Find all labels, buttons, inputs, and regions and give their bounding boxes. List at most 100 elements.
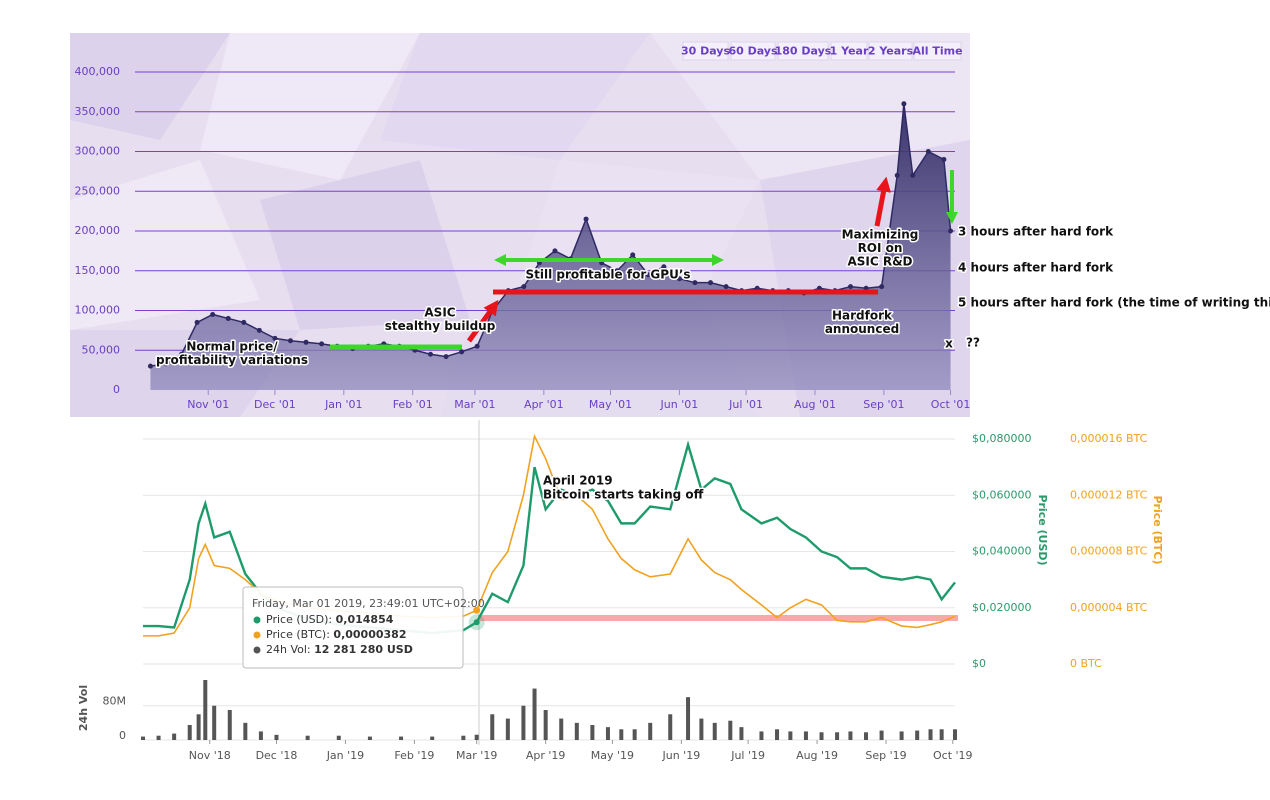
x-tick-label: Dec '01 [254, 398, 296, 411]
x-tick-label: Nov '18 [189, 749, 231, 762]
y-tick-label: 0 [119, 729, 126, 742]
y-tick-label: $0,020000 [972, 601, 1032, 614]
data-point [894, 172, 900, 178]
x-tick-label: Apr '19 [526, 749, 566, 762]
tooltip: Friday, Mar 01 2019, 23:49:01 UTC+02:00 P… [242, 586, 485, 669]
annotation: Maximizing [842, 228, 919, 242]
volume-bar [915, 730, 920, 740]
volume-bar [305, 735, 310, 740]
tooltip-dot [253, 646, 261, 654]
y2-tick-label: 0 BTC [1070, 657, 1102, 670]
annotation: Normal price/ [186, 340, 278, 354]
button-label[interactable]: All Time [912, 45, 962, 58]
data-point [521, 284, 527, 290]
button-bg [913, 41, 962, 61]
volume-bar [243, 722, 248, 740]
y2-tick-label: 0,000016 BTC [1070, 432, 1148, 445]
annotation: 4 hours after hard fork [958, 261, 1114, 275]
annotation: ASIC [424, 306, 455, 320]
volume-bar [899, 731, 904, 740]
annotation: 3 hours after hard fork [958, 225, 1114, 239]
volume-bar [574, 722, 579, 740]
y2-tick-label: 0,000008 BTC [1070, 545, 1148, 558]
volume-bar [699, 718, 704, 740]
volume-bar [728, 720, 733, 740]
y-tick-label: $0 [972, 657, 986, 670]
annotation: ASIC R&D [847, 255, 912, 269]
volume-bar [928, 729, 933, 740]
range-button[interactable]: 30 Days [681, 41, 731, 61]
y2-tick-label: 0,000004 BTC [1070, 601, 1148, 614]
volume-bar [532, 688, 537, 740]
y-tick-label: $0,060000 [972, 488, 1032, 501]
button-label[interactable]: 60 Days [728, 45, 778, 58]
volume-bar [739, 727, 744, 740]
data-point [427, 351, 433, 357]
range-button[interactable]: All Time [912, 41, 963, 61]
data-point [194, 319, 200, 325]
x-tick-label: Feb '19 [394, 749, 434, 762]
annotation: Hardfork [832, 309, 893, 323]
price-line [143, 433, 956, 637]
x-tick-label: Jan '19 [326, 749, 364, 762]
button-bg [730, 41, 776, 61]
x-tick-label: Nov '01 [187, 398, 229, 411]
range-button[interactable]: 1 Year [830, 41, 869, 61]
annotation-arrows [330, 170, 958, 350]
y-tick-label: 300,000 [75, 145, 121, 158]
y-tick-label: 350,000 [75, 105, 121, 118]
data-point [708, 280, 714, 286]
button-label[interactable]: 2 Years [868, 45, 914, 58]
volume-bar [274, 734, 279, 740]
x-tick-label: Jun '19 [662, 749, 701, 762]
range-button[interactable]: 2 Years [868, 41, 914, 61]
volume-bar [196, 714, 201, 740]
tooltip-date: Friday, Mar 01 2019, 23:49:01 UTC+02:00 [252, 597, 485, 610]
volume-bar [686, 697, 691, 740]
range-button[interactable]: 180 Days [775, 41, 832, 61]
y-tick-label: 80M [103, 695, 127, 708]
data-point [645, 272, 651, 278]
annotation: Still profitable for GPU’s [525, 268, 690, 282]
data-point [723, 284, 729, 290]
y-tick-label: 50,000 [82, 343, 121, 356]
y-axis-title: 24h Vol [77, 685, 90, 731]
volume-bar [788, 731, 793, 740]
x-tick-label: Jan '01 [324, 398, 362, 411]
button-bg [777, 41, 829, 61]
volume-bar [156, 735, 161, 740]
volume-bar [336, 735, 341, 740]
x-tick-label: Jun '01 [660, 398, 699, 411]
tooltip-row: Price (BTC): 0,00000382 [266, 628, 407, 641]
tooltip-box [242, 586, 464, 669]
volume-bar [212, 705, 217, 740]
data-point [459, 349, 465, 355]
data-point [272, 335, 278, 341]
volume-bar [490, 714, 495, 740]
volume-bar [521, 705, 526, 740]
data-point [303, 339, 309, 345]
data-point [754, 285, 760, 291]
button-label[interactable]: 1 Year [830, 45, 869, 58]
volume-bar [668, 714, 673, 740]
data-point [287, 338, 293, 344]
data-point [614, 268, 620, 274]
button-bg [868, 41, 913, 61]
data-point [941, 156, 947, 162]
button-label[interactable]: 30 Days [681, 45, 731, 58]
tooltip-label: Price (USD): [266, 613, 336, 626]
y-tick-label: 400,000 [75, 65, 121, 78]
tooltip-value: 0,014854 [336, 613, 394, 626]
range-button[interactable]: 60 Days [728, 41, 778, 61]
data-point [676, 276, 682, 282]
data-point [225, 315, 231, 321]
data-point [848, 284, 854, 290]
data-point [319, 341, 325, 347]
volume-bar [559, 718, 564, 740]
x-tick-label: Oct '19 [933, 749, 973, 762]
annotation: profitability variations [156, 353, 308, 367]
x-tick-label: Jul '19 [730, 749, 765, 762]
button-label[interactable]: 180 Days [775, 45, 832, 58]
tooltip-dot [253, 616, 261, 624]
